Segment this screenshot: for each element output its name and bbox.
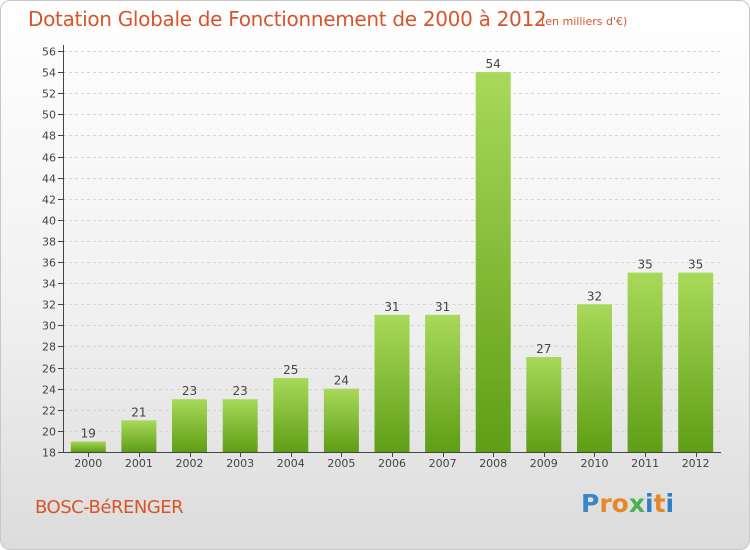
place-name: BOSC-BéRENGER (35, 497, 184, 518)
y-tick-label: 18 (42, 447, 56, 460)
bar-2003 (222, 399, 258, 452)
x-tick-label: 2006 (378, 457, 406, 470)
bar-2002 (172, 399, 207, 452)
logo-letter: P (581, 489, 600, 518)
bar-2001 (121, 420, 157, 452)
y-tick-label: 52 (42, 88, 56, 101)
bar-value-label: 27 (536, 342, 551, 356)
bar-2008 (475, 72, 511, 452)
bar-value-label: 35 (637, 258, 652, 272)
bar-2006 (374, 314, 410, 452)
bar-2005 (323, 388, 359, 452)
axes: 18 20 22 24 26 28 30 32 34 36 38 40 42 44 46 48 50 52 54 56… (42, 45, 721, 470)
logo-letter: t (653, 489, 666, 518)
x-tick-label: 2012 (682, 457, 710, 470)
bar-value-label: 21 (131, 405, 146, 419)
y-tick-label: 22 (42, 405, 56, 418)
y-tick-label: 38 (42, 236, 56, 249)
logo-letter: i (645, 489, 654, 518)
bar-2011 (627, 272, 663, 452)
y-tick-label: 50 (42, 109, 56, 122)
bar-2007 (425, 314, 461, 452)
chart-title: Dotation Globale de Fonctionnement de 20… (28, 7, 547, 31)
bars: 19 21 23 23 25 24 31 31 54 27 32 35 35 (70, 57, 714, 452)
y-tick-label: 24 (42, 384, 56, 397)
x-tick-label: 2011 (631, 457, 659, 470)
y-tick-label: 36 (42, 257, 56, 270)
y-tick-label: 34 (42, 278, 56, 291)
logo-letter: i (665, 489, 675, 518)
bar-2004 (273, 378, 309, 452)
x-tick-label: 2005 (327, 457, 355, 470)
proxiti-logo[interactable]: Proxiti (581, 489, 674, 518)
bar-value-label: 25 (283, 363, 298, 377)
x-tick-label: 2003 (226, 457, 254, 470)
bar-value-label: 31 (384, 300, 399, 314)
y-tick-label: 56 (42, 46, 56, 59)
y-tick-label: 40 (42, 215, 56, 228)
logo-letter: o (611, 489, 629, 518)
x-tick-label: 2001 (125, 457, 153, 470)
bar-value-label: 23 (233, 384, 248, 398)
x-tick-label: 2009 (530, 457, 558, 470)
chart-subtitle: (en milliers d'€) (541, 15, 628, 28)
logo-letter: x (628, 489, 645, 518)
bar-2009 (526, 357, 562, 452)
bar-value-label: 23 (182, 384, 197, 398)
x-tick-label: 2002 (176, 457, 204, 470)
y-tick-label: 46 (42, 152, 56, 165)
bar-value-label: 35 (688, 258, 703, 272)
logo-letter: r (599, 489, 612, 518)
bar-2010 (577, 304, 612, 452)
bar-2012 (678, 272, 714, 452)
y-tick-label: 42 (42, 194, 56, 207)
y-tick-label: 30 (42, 320, 56, 333)
x-tick-label: 2010 (581, 457, 609, 470)
y-tick-label: 28 (42, 341, 56, 354)
x-tick-label: 2007 (429, 457, 457, 470)
y-tick-label: 32 (42, 299, 56, 312)
y-tick-label: 54 (42, 67, 56, 80)
bar-value-label: 32 (587, 289, 602, 303)
bar-value-label: 54 (486, 57, 501, 71)
x-tick-label: 2008 (479, 457, 507, 470)
bar-value-label: 31 (435, 300, 450, 314)
x-tick-label: 2000 (74, 457, 102, 470)
y-tick-label: 20 (42, 426, 56, 439)
x-tick-label: 2004 (277, 457, 305, 470)
bar-value-label: 19 (81, 426, 96, 440)
y-tick-label: 48 (42, 130, 56, 143)
bar-2000 (70, 441, 106, 452)
bar-value-label: 24 (334, 374, 349, 388)
y-tick-label: 26 (42, 363, 56, 376)
y-tick-label: 44 (42, 173, 56, 186)
